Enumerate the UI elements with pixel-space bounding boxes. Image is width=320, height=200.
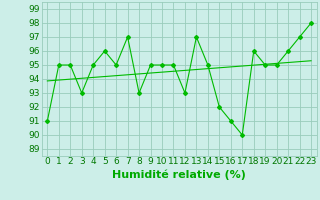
X-axis label: Humidité relative (%): Humidité relative (%) <box>112 169 246 180</box>
